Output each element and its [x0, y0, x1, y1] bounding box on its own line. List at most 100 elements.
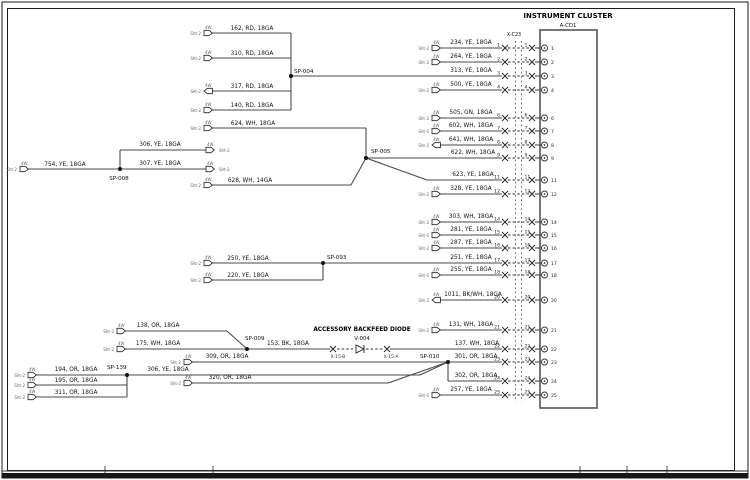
pin-number: 23 [525, 357, 531, 363]
net-sp093: 250, YE, 18GA 220, YE, 18GA 251, YE, 18G… [212, 255, 502, 281]
terminal-arrow-icon [431, 296, 441, 304]
terminal-sheet-ref: Sht-2 [219, 167, 230, 172]
terminal-sheet-ref: Sht-2 [170, 381, 181, 386]
inline-connector-icon [329, 345, 337, 353]
terminal-sheet-ref: Sht-2 [418, 328, 429, 333]
wire-label: 195, OR, 18GA [55, 378, 98, 384]
pin-circle-dot [543, 348, 546, 350]
terminal-fork-icon [501, 176, 509, 184]
pin-number: 4 [497, 85, 500, 91]
wire-terminal: 4W Sht-2 [190, 177, 213, 189]
diode-left-connector-label: X-15-B [331, 354, 346, 360]
terminal-sheet-ref: Sht-2 [418, 88, 429, 93]
terminal-fork-icon [528, 154, 536, 162]
terminal-cavity-ref: 4W [433, 387, 440, 392]
pin-number: 2 [551, 60, 554, 66]
terminal-cavity-ref: 4W [433, 186, 440, 191]
terminal-arrow-icon [431, 114, 441, 122]
terminal-fork-icon [528, 244, 536, 252]
wire-terminal: 4W Sht-2 [14, 367, 37, 379]
wire-terminal: 4W Sht-2 [205, 142, 230, 154]
wire-terminal: 4W Sht-2 [103, 323, 126, 335]
pin-circle-dot [543, 380, 546, 382]
terminal-cavity-ref: 4W [433, 82, 440, 87]
net-sp005: 624, WH, 18GA 628, WH, 14GA 622, WH, 18G… [212, 121, 502, 186]
wire-label: 153, BK, 18GA [267, 341, 309, 347]
titleblock-bar [2, 473, 748, 478]
terminal-cavity-ref: 4W [433, 292, 440, 297]
diode-title: ACCESSORY BACKFEED DIODE [313, 327, 410, 333]
wire-terminals: 4W Sht-2 4W Sht-2 4W Sht-2 4W Sht-2 4W Sht-2 4W Sht… [6, 25, 441, 401]
terminal-arrow-icon [431, 86, 441, 94]
pin-number: 25 [551, 393, 557, 399]
wire-label: 320, OR, 18GA [209, 375, 252, 381]
pin-number: 24 [494, 376, 500, 382]
terminal-fork-icon [528, 86, 536, 94]
terminal-fork-icon [528, 127, 536, 135]
splice-label: SP-008 [109, 176, 129, 182]
terminal-sheet-ref: Sht-2 [190, 31, 201, 36]
terminal-sheet-ref: Sht-2 [418, 220, 429, 225]
wire-terminal: 4W Sht-2 [190, 120, 213, 132]
wire-terminal: 4W Sht-2 [418, 186, 441, 198]
splice-label: SP-010 [420, 354, 440, 360]
pin-number: 17 [525, 258, 531, 264]
terminal-sheet-ref: Sht-2 [418, 298, 429, 303]
wire-terminal: 4W Sht-2 [418, 227, 441, 239]
terminal-fork-icon [528, 72, 536, 80]
wire-terminal: 4W Sht-2 [170, 375, 193, 387]
wire-segment [350, 157, 367, 186]
terminal-arrow-icon [431, 218, 441, 226]
terminal-fork-icon [528, 391, 536, 399]
wire-label: 131, WH, 18GA [449, 322, 493, 328]
pin-circle-dot [543, 47, 546, 49]
wire-terminal: 4W Sht-2 [190, 50, 213, 62]
terminal-sheet-ref: Sht-2 [219, 148, 230, 153]
terminal-sheet-ref: Sht-2 [418, 129, 429, 134]
terminal-arrow-icon [431, 44, 441, 52]
net-sp008: 754, YE, 18GA 306, YE, 18GA 307, YE, 18G… [28, 142, 206, 182]
pin-number: 18 [494, 270, 500, 276]
terminal-sheet-ref: Sht-2 [190, 261, 201, 266]
splice-dot [364, 156, 368, 160]
terminal-cavity-ref: 4W [29, 377, 36, 382]
terminal-fork-icon [528, 345, 536, 353]
pin-number: 2 [525, 57, 528, 63]
wire-terminal: 4W Sht-2 [190, 255, 213, 267]
terminal-arrow-icon [19, 165, 29, 173]
terminal-fork-icon [501, 141, 509, 149]
net-sp010: 309, OR, 18GA 320, OR, 18GA 301, OR, 18G… [192, 354, 502, 384]
terminal-cavity-ref: 4W [433, 54, 440, 59]
pin-circle-dot [543, 130, 546, 132]
terminal-fork-icon [528, 218, 536, 226]
terminal-sheet-ref: Sht-2 [14, 373, 25, 378]
diode-icon [355, 344, 366, 354]
terminal-arrow-icon [203, 29, 213, 37]
terminal-cavity-ref: 4W [29, 367, 36, 372]
splice-label: SP-093 [327, 255, 347, 261]
cluster-id: A-CD1 [560, 23, 577, 29]
pin-row: 12 12 12 [494, 189, 557, 199]
pin-number: 8 [497, 140, 500, 146]
terminal-fork-icon [501, 391, 509, 399]
terminal-fork-icon [501, 58, 509, 66]
pin-row: 16 16 16 [494, 243, 557, 253]
pin-number: 15 [551, 233, 557, 239]
pin-number: 8 [551, 143, 554, 149]
wire-label: 309, OR, 18GA [206, 354, 249, 360]
wire-label: 622, WH, 18GA [451, 150, 495, 156]
terminal-cavity-ref: 4W [205, 272, 212, 277]
pin-row: 7 7 7 [497, 126, 554, 136]
pin-row: 22 22 22 [494, 344, 557, 354]
inline-connector-icon [383, 345, 391, 353]
pin-number: 1 [551, 46, 554, 52]
terminal-cavity-ref: 4W [207, 161, 214, 166]
splice-label: SP-004 [294, 69, 314, 75]
wire-label: 255, YE, 18GA [450, 267, 492, 273]
terminal-cavity-ref: 4W [29, 389, 36, 394]
pin-number: 9 [525, 153, 528, 159]
